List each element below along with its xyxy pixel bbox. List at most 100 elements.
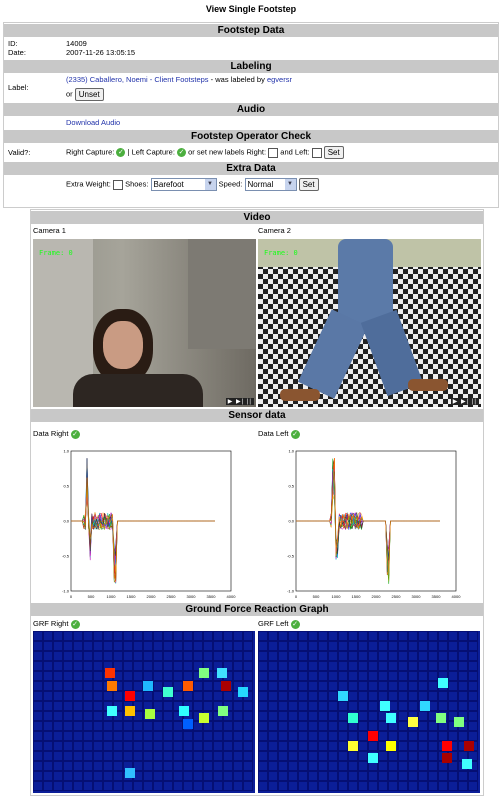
heatmap-cell xyxy=(328,651,338,661)
heatmap-cell xyxy=(143,631,153,641)
video-heading: Video xyxy=(31,210,483,224)
heatmap-cell xyxy=(143,691,153,701)
heatmap-cell xyxy=(173,651,183,661)
right-checkbox[interactable] xyxy=(268,147,279,158)
heatmap-cell xyxy=(113,741,123,751)
heatmap-cell xyxy=(63,691,73,701)
heatmap-cell xyxy=(163,781,173,791)
heatmap-cell xyxy=(143,721,153,731)
heatmap-cell xyxy=(93,701,103,711)
heatmap-cell-active xyxy=(125,691,135,701)
set-labels-button[interactable]: Set xyxy=(323,146,344,159)
camera1-video[interactable]: Frame: 0 ▶ ▶| || xyxy=(33,239,256,407)
heatmap-cell xyxy=(258,651,268,661)
series-line xyxy=(296,489,440,576)
series-line xyxy=(71,494,215,565)
heatmap-cell-active xyxy=(218,706,228,716)
extra-weight-checkbox[interactable] xyxy=(112,179,123,190)
heatmap-cell xyxy=(308,761,318,771)
labeled-by-link[interactable]: egversr xyxy=(266,75,292,84)
heatmap-cell xyxy=(288,771,298,781)
heatmap-cell xyxy=(243,671,253,681)
series-line xyxy=(71,477,215,574)
heatmap-cell-active xyxy=(217,668,227,678)
heatmap-cell xyxy=(338,681,348,691)
heatmap-cell xyxy=(193,761,203,771)
series-line xyxy=(296,481,440,576)
heatmap-cell xyxy=(448,731,458,741)
heatmap-cell xyxy=(173,641,183,651)
video-controls[interactable]: ▶ ▶| || xyxy=(450,398,479,405)
heatmap-cell xyxy=(213,721,223,731)
heatmap-cell xyxy=(53,751,63,761)
series-line xyxy=(296,458,440,570)
heatmap-cell-active xyxy=(238,687,248,697)
label-link[interactable]: (2335) Caballero, Noemi - Client Footste… xyxy=(66,75,209,84)
heatmap-cell xyxy=(153,761,163,771)
heatmap-cell xyxy=(388,771,398,781)
heatmap-cell xyxy=(33,741,43,751)
heatmap-cell xyxy=(83,741,93,751)
left-checkbox[interactable] xyxy=(311,147,322,158)
heatmap-cell xyxy=(368,671,378,681)
heatmap-cell-active xyxy=(438,678,448,688)
heatmap-cell xyxy=(133,761,143,771)
heatmap-cell xyxy=(93,761,103,771)
heatmap-cell-active xyxy=(442,741,452,751)
heatmap-cell xyxy=(193,651,203,661)
heatmap-cell-active xyxy=(462,759,472,769)
x-tick-label: 3000 xyxy=(187,594,197,599)
heatmap-cell xyxy=(278,751,288,761)
series-line xyxy=(71,479,215,582)
shoes-select[interactable]: Barefoot ▼ xyxy=(150,178,217,191)
heatmap-cell xyxy=(308,711,318,721)
heatmap-cell xyxy=(348,661,358,671)
heatmap-cell xyxy=(33,781,43,791)
heatmap-cell xyxy=(338,631,348,641)
heatmap-cell xyxy=(338,701,348,711)
extra-data-set-button[interactable]: Set xyxy=(298,178,319,191)
download-audio-link[interactable]: Download Audio xyxy=(66,118,121,127)
heatmap-cell xyxy=(183,731,193,741)
camera2-video[interactable]: Frame: 0 ▶ ▶| || xyxy=(258,239,481,407)
heatmap-cell xyxy=(278,741,288,751)
sensor-heading: Sensor data xyxy=(31,408,483,422)
heatmap-cell xyxy=(233,651,243,661)
heatmap-cell xyxy=(93,751,103,761)
heatmap-cell xyxy=(53,671,63,681)
heatmap-cell xyxy=(398,661,408,671)
heatmap-cell xyxy=(153,691,163,701)
heatmap-cell-active xyxy=(221,681,231,691)
heatmap-cell xyxy=(468,711,478,721)
heatmap-cell xyxy=(368,771,378,781)
heatmap-cell xyxy=(123,641,133,651)
heatmap-cell xyxy=(153,771,163,781)
heatmap-cell xyxy=(468,781,478,791)
heatmap-cell xyxy=(223,731,233,741)
video-controls[interactable]: ▶ ▶| || xyxy=(225,398,254,405)
heatmap-cell-active xyxy=(464,741,474,751)
heatmap-cell xyxy=(173,751,183,761)
heatmap-cell xyxy=(153,781,163,791)
heatmap-cell xyxy=(83,731,93,741)
heatmap-cell xyxy=(53,731,63,741)
heatmap-cell xyxy=(33,751,43,761)
heatmap-cell xyxy=(223,741,233,751)
heatmap-cell xyxy=(113,661,123,671)
heatmap-cell xyxy=(243,731,253,741)
heatmap-cell xyxy=(63,681,73,691)
unset-button[interactable]: Unset xyxy=(74,88,104,101)
heatmap-cell xyxy=(428,631,438,641)
speed-select[interactable]: Normal ▼ xyxy=(244,178,297,191)
heatmap-cell xyxy=(193,701,203,711)
heatmap-cell xyxy=(258,691,268,701)
heatmap-cell xyxy=(408,661,418,671)
heatmap-cell xyxy=(133,681,143,691)
heatmap-cell xyxy=(268,641,278,651)
heatmap-cell xyxy=(428,731,438,741)
heatmap-cell xyxy=(468,771,478,781)
heatmap-cell xyxy=(233,661,243,671)
heatmap-cell xyxy=(428,651,438,661)
heatmap-cell xyxy=(468,751,478,761)
x-tick-label: 2500 xyxy=(167,594,177,599)
